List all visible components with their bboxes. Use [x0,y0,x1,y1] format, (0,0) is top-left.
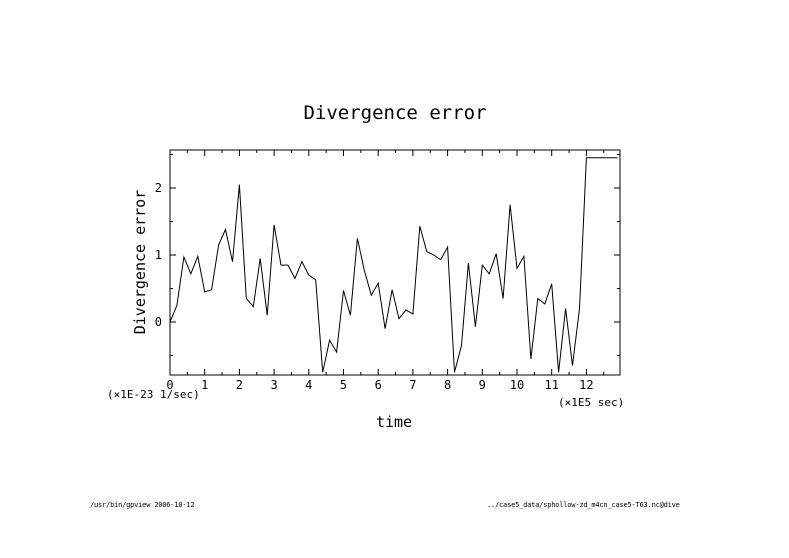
x-tick-label: 6 [375,378,382,392]
y-tick-label: 2 [155,181,162,195]
x-scale-label: (×1E5 sec) [558,396,624,409]
x-tick-label: 7 [409,378,416,392]
axis-ticks [169,150,620,375]
series-group [169,157,618,373]
x-axis-label: time [376,413,412,431]
footer-right: ../case5_data/sphollow-zd_m4cn_case5-T63… [487,501,680,509]
x-tick-label: 9 [479,378,486,392]
x-tick-label: 11 [544,378,558,392]
x-tick-label: 5 [340,378,347,392]
series-line [169,157,618,373]
plot-frame [169,149,621,376]
footer-left: /usr/bin/gpview 2006-10-12 [90,501,195,509]
x-tick-label: 3 [270,378,277,392]
y-tick-label: 1 [155,248,162,262]
chart-title: Divergence error [303,102,486,124]
x-tick-label: 1 [201,378,208,392]
x-tick-label: 4 [305,378,312,392]
x-tick-label: 12 [579,378,593,392]
y-axis-label: Divergence error [131,190,149,335]
x-tick-label: 8 [444,378,451,392]
x-tick-label: 0 [166,378,173,392]
x-tick-label: 2 [236,378,243,392]
y-tick-label: 0 [155,315,162,329]
x-tick-label: 10 [510,378,524,392]
y-scale-label: (×1E-23 1/sec) [107,388,200,401]
